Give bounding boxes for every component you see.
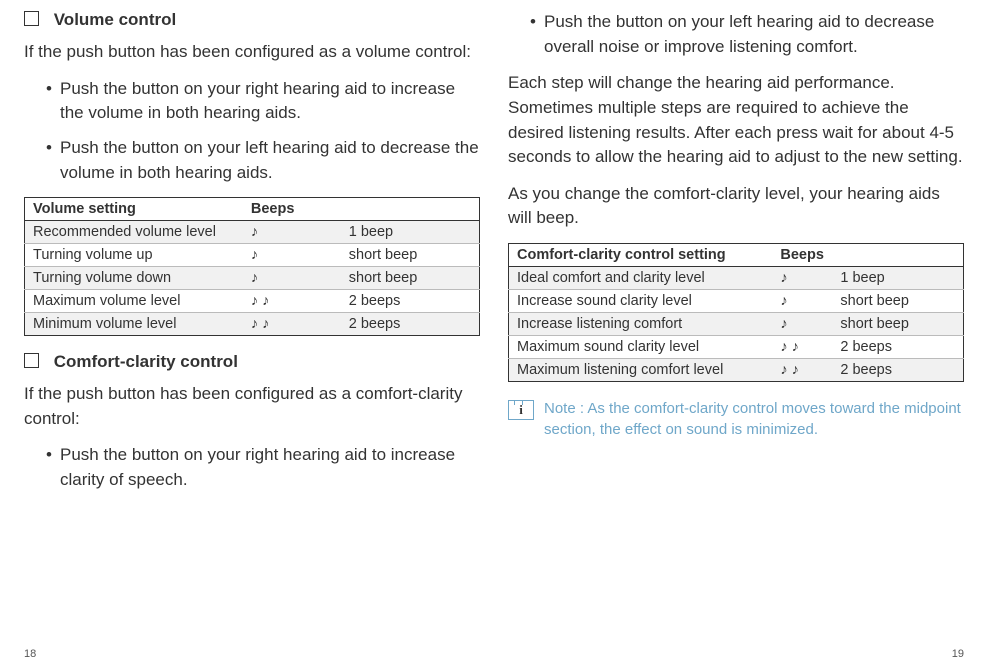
- info-icon: i: [508, 400, 534, 420]
- table-row: Minimum volume level ♪ ♪ 2 beeps: [25, 313, 480, 336]
- volume-intro-paragraph: If the push button has been configured a…: [24, 40, 480, 65]
- cell-desc: 2 beeps: [341, 290, 480, 313]
- music-note-icon: ♪: [243, 244, 341, 267]
- note-text: Note : As the comfort-clarity control mo…: [544, 398, 964, 440]
- heading-volume-control: Volume control: [24, 10, 480, 30]
- table-row: Turning volume up ♪ short beep: [25, 244, 480, 267]
- cell-desc: 1 beep: [341, 221, 480, 244]
- volume-bullet-list: Push the button on your right hearing ai…: [24, 77, 480, 186]
- cell-desc: short beep: [341, 267, 480, 290]
- comfort-intro-paragraph: If the push button has been configured a…: [24, 382, 480, 431]
- cell-setting: Maximum volume level: [25, 290, 243, 313]
- note-block: i Note : As the comfort-clarity control …: [508, 398, 964, 440]
- list-item: Push the button on your left hearing aid…: [46, 136, 480, 185]
- table-row: Increase listening comfort ♪ short beep: [509, 313, 964, 336]
- cell-desc: short beep: [832, 290, 963, 313]
- cell-setting: Turning volume up: [25, 244, 243, 267]
- heading-comfort-clarity: Comfort-clarity control: [24, 352, 480, 372]
- checkbox-icon: [24, 11, 39, 26]
- music-note-icon: ♪ ♪: [772, 336, 832, 359]
- cell-setting: Ideal comfort and clarity level: [509, 267, 773, 290]
- table-header-setting: Comfort-clarity control setting: [509, 244, 773, 267]
- cell-setting: Increase sound clarity level: [509, 290, 773, 313]
- music-note-icon: ♪ ♪: [243, 290, 341, 313]
- cell-setting: Maximum listening comfort level: [509, 359, 773, 382]
- music-note-icon: ♪ ♪: [772, 359, 832, 382]
- cell-desc: 1 beep: [832, 267, 963, 290]
- music-note-icon: ♪: [772, 290, 832, 313]
- cell-desc: short beep: [832, 313, 963, 336]
- heading-text: Comfort-clarity control: [54, 352, 238, 371]
- cell-setting: Increase listening comfort: [509, 313, 773, 336]
- cell-desc: 2 beeps: [832, 336, 963, 359]
- cell-setting: Recommended volume level: [25, 221, 243, 244]
- list-item: Push the button on your right hearing ai…: [46, 443, 480, 492]
- performance-paragraph: Each step will change the hearing aid pe…: [508, 71, 964, 170]
- music-note-icon: ♪: [772, 267, 832, 290]
- left-column: Volume control If the push button has be…: [24, 10, 494, 658]
- volume-table: Volume setting Beeps Recommended volume …: [24, 197, 480, 336]
- cell-setting: Minimum volume level: [25, 313, 243, 336]
- table-header-beeps: Beeps: [772, 244, 963, 267]
- page-number-left: 18: [24, 648, 36, 660]
- page-number-right: 19: [952, 648, 964, 660]
- table-row: Maximum listening comfort level ♪ ♪ 2 be…: [509, 359, 964, 382]
- cell-desc: 2 beeps: [341, 313, 480, 336]
- music-note-icon: ♪: [772, 313, 832, 336]
- music-note-icon: ♪: [243, 267, 341, 290]
- heading-text: Volume control: [54, 10, 176, 29]
- cell-desc: short beep: [341, 244, 480, 267]
- cell-setting: Turning volume down: [25, 267, 243, 290]
- cell-desc: 2 beeps: [832, 359, 963, 382]
- table-row: Maximum sound clarity level ♪ ♪ 2 beeps: [509, 336, 964, 359]
- table-row: Maximum volume level ♪ ♪ 2 beeps: [25, 290, 480, 313]
- table-row: Ideal comfort and clarity level ♪ 1 beep: [509, 267, 964, 290]
- right-column: Push the button on your left hearing aid…: [494, 10, 964, 658]
- page-spread: Volume control If the push button has be…: [0, 0, 988, 663]
- table-row: Increase sound clarity level ♪ short bee…: [509, 290, 964, 313]
- music-note-icon: ♪: [243, 221, 341, 244]
- list-item: Push the button on your left hearing aid…: [530, 10, 964, 59]
- list-item: Push the button on your right hearing ai…: [46, 77, 480, 126]
- beep-paragraph: As you change the comfort-clarity level,…: [508, 182, 964, 231]
- cell-setting: Maximum sound clarity level: [509, 336, 773, 359]
- comfort-table: Comfort-clarity control setting Beeps Id…: [508, 243, 964, 382]
- checkbox-icon: [24, 353, 39, 368]
- comfort-bullet-list-right: Push the button on your left hearing aid…: [508, 10, 964, 59]
- table-row: Recommended volume level ♪ 1 beep: [25, 221, 480, 244]
- table-row: Turning volume down ♪ short beep: [25, 267, 480, 290]
- music-note-icon: ♪ ♪: [243, 313, 341, 336]
- table-header-beeps: Beeps: [243, 198, 480, 221]
- comfort-bullet-list-left: Push the button on your right hearing ai…: [24, 443, 480, 492]
- table-header-setting: Volume setting: [25, 198, 243, 221]
